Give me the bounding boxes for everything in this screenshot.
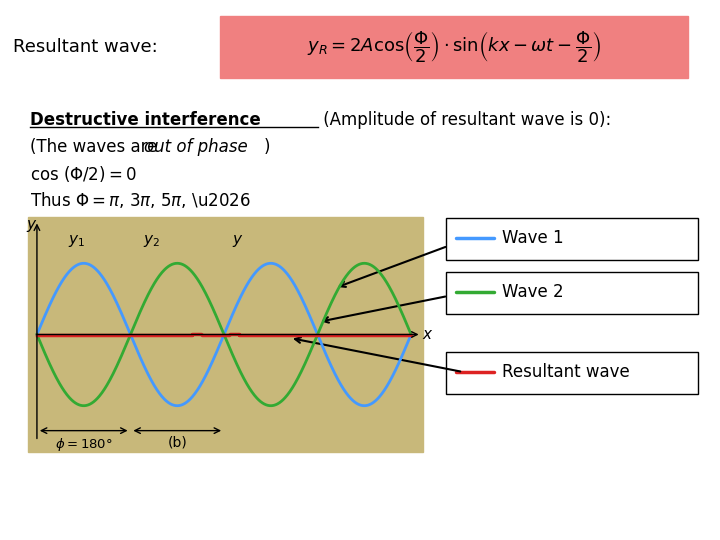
FancyBboxPatch shape xyxy=(446,352,698,394)
Text: y: y xyxy=(27,217,35,232)
Text: $y_R = 2A\cos\!\left(\dfrac{\Phi}{2}\right)\cdot\sin\!\left(kx - \omega t - \dfr: $y_R = 2A\cos\!\left(\dfrac{\Phi}{2}\rig… xyxy=(307,29,601,65)
Text: (The waves are: (The waves are xyxy=(30,138,163,156)
Text: (Amplitude of resultant wave is 0):: (Amplitude of resultant wave is 0): xyxy=(318,111,611,129)
Text: Destructive interference: Destructive interference xyxy=(30,111,261,129)
Text: out of phase: out of phase xyxy=(144,138,248,156)
Text: x: x xyxy=(423,327,431,342)
Text: $y_2$: $y_2$ xyxy=(143,233,160,249)
Text: $\cos\,(\Phi/2) = 0$: $\cos\,(\Phi/2) = 0$ xyxy=(30,164,137,184)
Text: $y$: $y$ xyxy=(233,233,244,249)
Text: Wave 2: Wave 2 xyxy=(502,283,564,301)
Text: Resultant wave: Resultant wave xyxy=(502,363,630,381)
FancyBboxPatch shape xyxy=(446,218,698,260)
Text: $\phi = 180°$: $\phi = 180°$ xyxy=(55,436,112,453)
Text: Wave 1: Wave 1 xyxy=(502,229,564,247)
Text: Resultant wave:: Resultant wave: xyxy=(13,38,158,56)
Text: $y_1$: $y_1$ xyxy=(68,233,85,249)
Text: ): ) xyxy=(264,138,271,156)
Text: Thus $\Phi = \pi$, $3\pi$, $5\pi$, \u2026: Thus $\Phi = \pi$, $3\pi$, $5\pi$, \u202… xyxy=(30,190,251,210)
Text: (b): (b) xyxy=(167,436,187,450)
FancyBboxPatch shape xyxy=(28,217,423,452)
FancyBboxPatch shape xyxy=(220,16,688,78)
FancyBboxPatch shape xyxy=(446,272,698,314)
